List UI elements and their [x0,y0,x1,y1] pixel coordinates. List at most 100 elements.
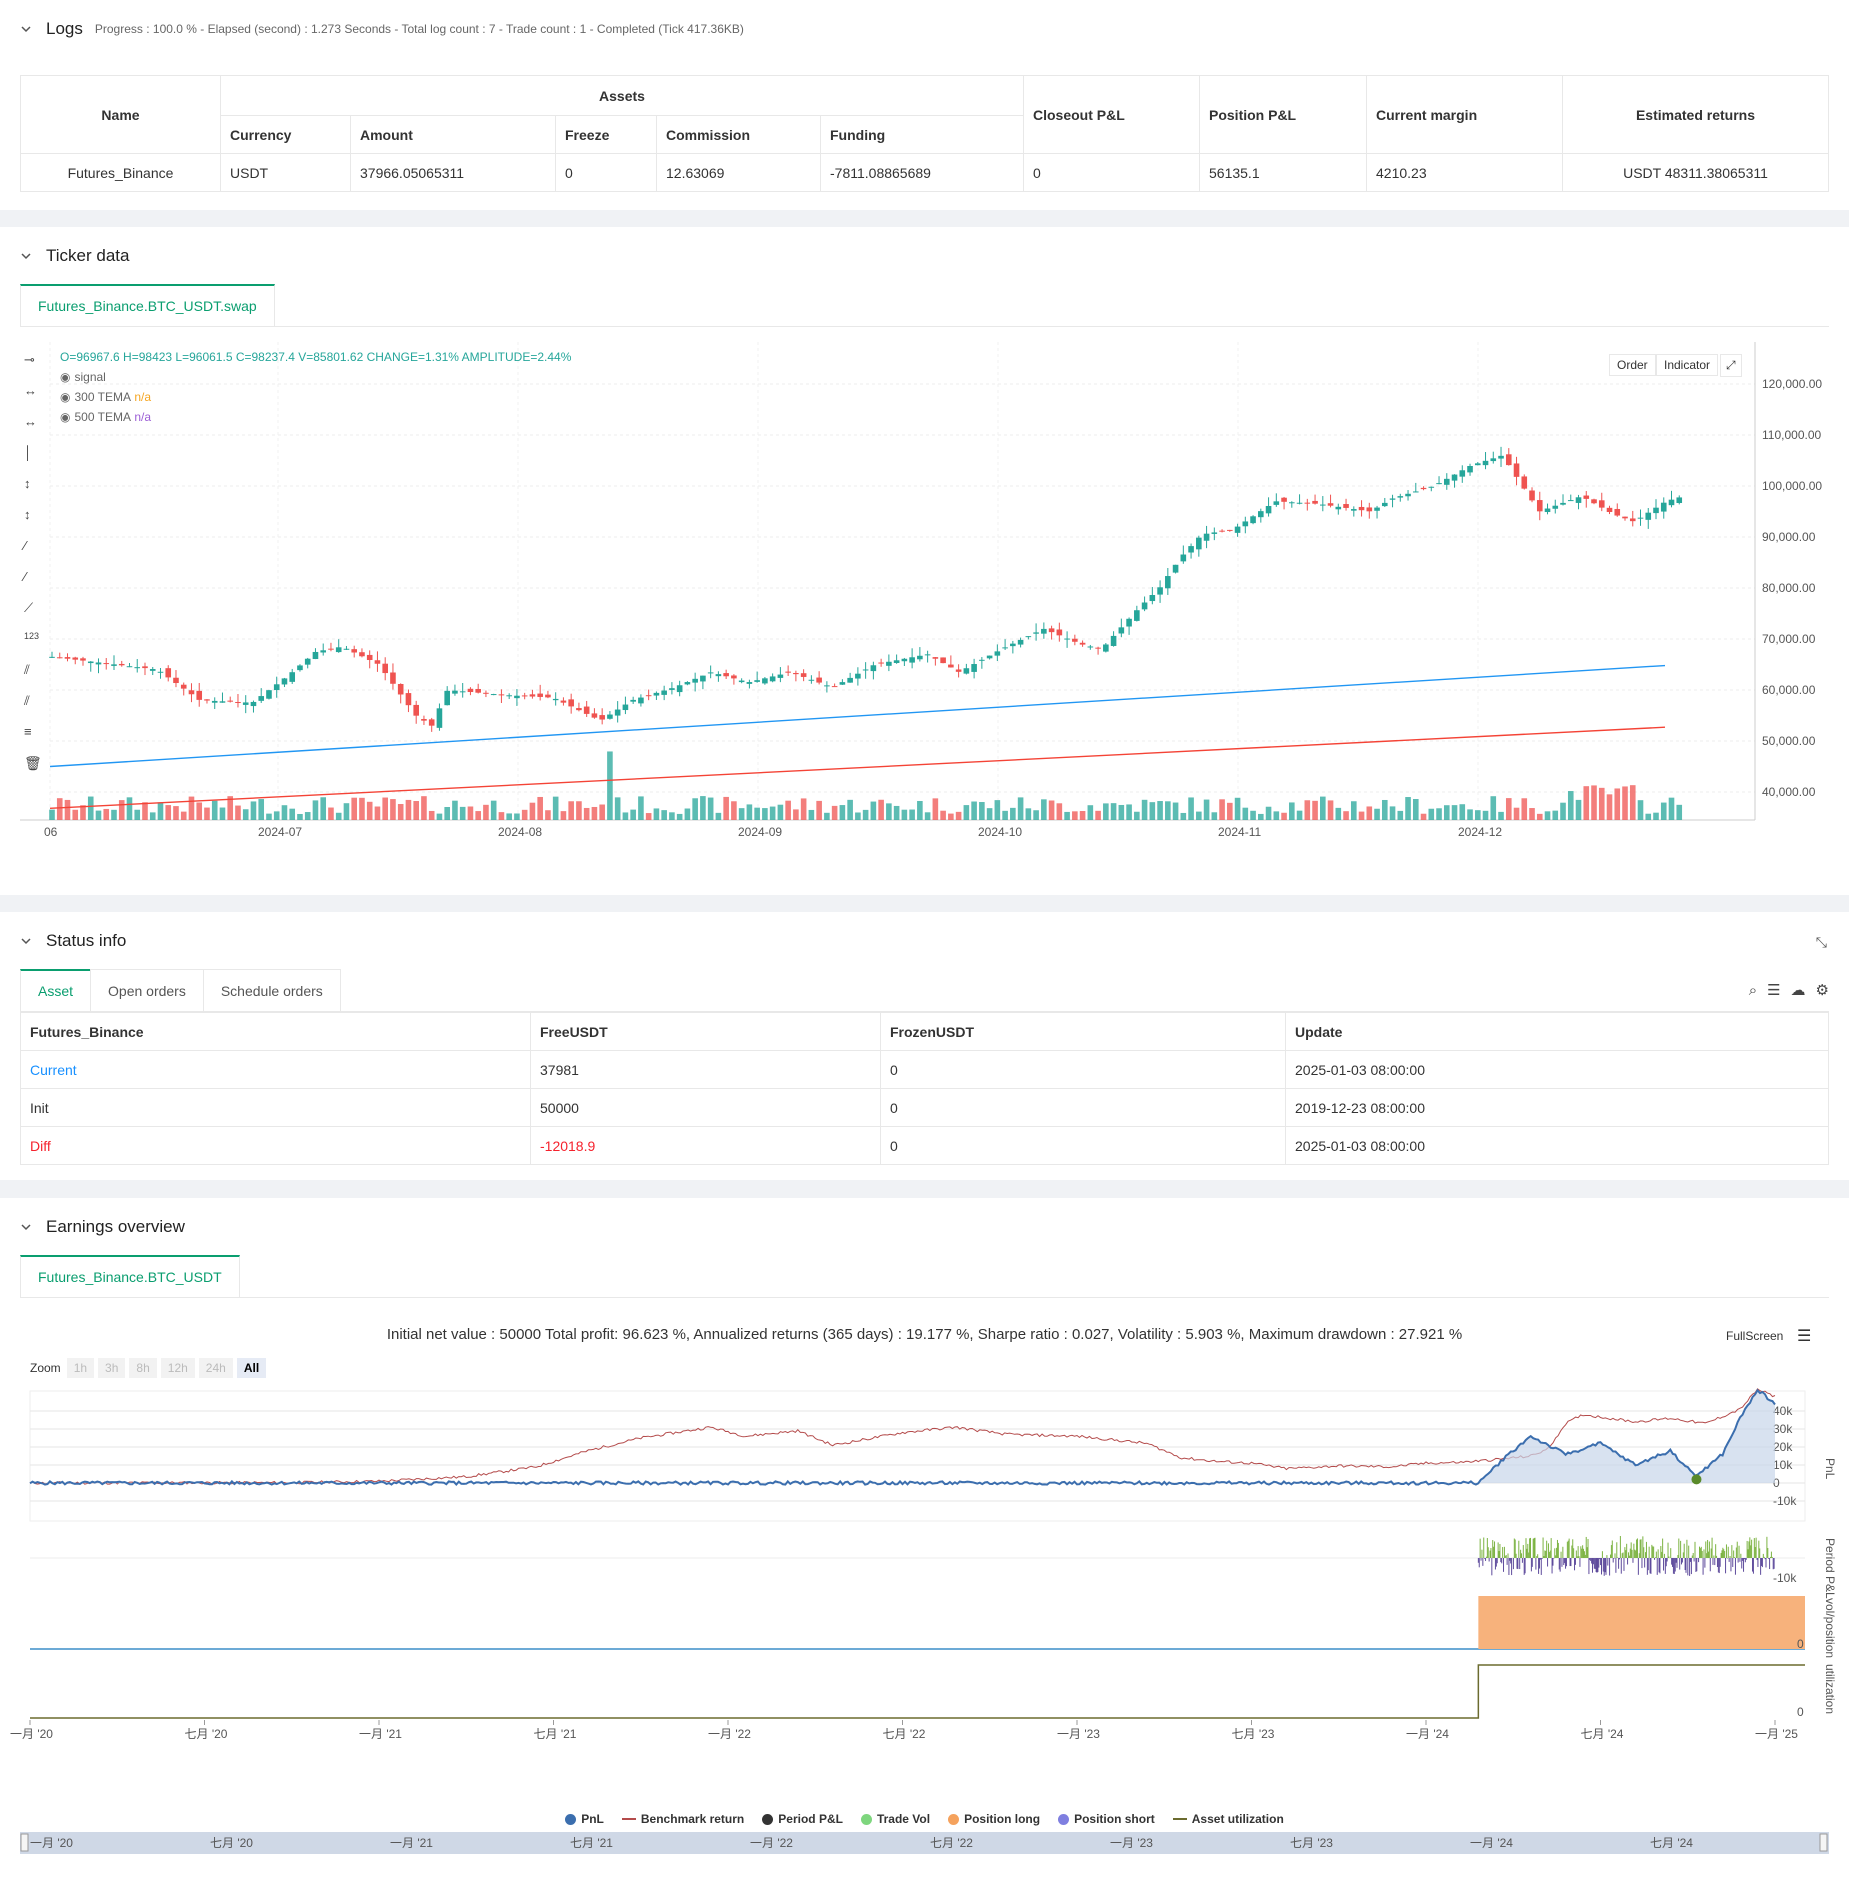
volume-bar [800,798,807,820]
candle-body [1079,642,1086,645]
segment-icon[interactable]: ⟋ [24,600,34,615]
candle-body [134,667,141,669]
eye-icon[interactable]: ◉ [60,410,71,424]
parallel-channel-icon[interactable]: ⫽ [24,662,30,677]
row-label: Init [20,1088,531,1127]
volume-bar [506,813,512,820]
zoom-12h[interactable]: 12h [160,1358,195,1378]
collapse-icon[interactable]: ⤡ [1815,934,1827,950]
volume-bar [304,812,311,820]
chevron-down-icon[interactable] [20,250,32,262]
legend-signal[interactable]: ◉ signal [60,370,106,384]
horizontal-ray-icon[interactable]: ↔ [24,383,37,398]
legend-tema500-label: 500 TEMA [74,410,131,424]
legend-item[interactable]: Period P&L [762,1812,843,1826]
legend-tema300[interactable]: ◉ 300 TEMA n/a [60,390,151,404]
status-header[interactable]: Status info ⤡ [0,912,1849,970]
logs-header[interactable]: Logs Progress : 100.0 % - Elapsed (secon… [0,0,1849,58]
earnings-header[interactable]: Earnings overview [0,1198,1849,1256]
legend-item[interactable]: Benchmark return [621,1812,744,1826]
volume-bar [180,811,187,820]
chevron-down-icon[interactable] [20,935,32,947]
candlestick-chart[interactable]: 120,000.00 110,000.00 100,000.00 90,000.00 8… [20,342,1829,887]
volume-bar [1234,797,1241,820]
volume-bar [490,800,497,820]
volume-bar [1304,800,1311,820]
volume-bar [1335,807,1342,820]
col-amount: Amount [350,115,556,154]
price-label-icon[interactable]: 123 [24,631,40,641]
legend-item[interactable]: Asset utilization [1172,1812,1284,1826]
tab-asset[interactable]: Asset [20,969,92,1011]
vertical-segment-icon[interactable]: ↕ [24,507,31,522]
horizontal-segment-icon[interactable]: ↔ [24,414,37,429]
volume-bar [1327,800,1334,820]
fullscreen-button[interactable]: FullScreen [1726,1329,1784,1343]
legend-item[interactable]: Position long [948,1812,1040,1826]
tab-open-orders[interactable]: Open orders [90,969,204,1011]
tab-btc-swap[interactable]: Futures_Binance.BTC_USDT.swap [20,284,275,326]
zoom-3h[interactable]: 3h [98,1358,126,1378]
legend-tema500[interactable]: ◉ 500 TEMA n/a [60,410,151,424]
fibonacci-icon[interactable]: ≡ [24,724,32,739]
horizontal-line-icon[interactable]: ⊸ [24,352,35,367]
candle-body [56,657,63,659]
row-label[interactable]: Current [20,1050,531,1089]
candle-body [1064,638,1070,640]
legend-marker [860,1813,872,1825]
indicator-button[interactable]: Indicator [1656,354,1719,376]
gear-icon[interactable]: ⚙ [1815,982,1829,999]
price-channel-icon[interactable]: ⫽ [24,693,30,708]
cell-amount: 37966.05065311 [350,153,556,192]
search-icon[interactable]: ⌕ [1748,982,1758,999]
candle-body [1002,647,1008,649]
list-icon[interactable]: ☰ [1767,982,1781,999]
candle-body [49,656,55,658]
legend-item[interactable]: PnL [565,1812,604,1826]
legend-item[interactable]: Position short [1058,1812,1155,1826]
earnings-chart[interactable]: 40k 30k 20k 10k 0 -10k PnL -10k Period P&L 0 vol/p… [0,1388,1849,1848]
vol-axis-title: vol/position [1823,1598,1837,1658]
expand-icon[interactable]: ⤢ [1720,354,1742,377]
zoom-24h[interactable]: 24h [198,1358,233,1378]
legend-item[interactable]: Trade Vol [860,1812,930,1826]
volume-bar [1048,800,1055,820]
tab-schedule-orders[interactable]: Schedule orders [202,969,341,1011]
trend-line-icon[interactable]: ⁄ [24,538,27,553]
candle-body [64,657,71,659]
zoom-8h[interactable]: 8h [129,1358,157,1378]
zoom-all[interactable]: All [236,1358,267,1378]
ticker-header[interactable]: Ticker data [0,227,1849,285]
volume-bar [1172,802,1179,820]
volume-bar [1087,805,1094,820]
volume-bar [421,796,427,820]
chevron-down-icon[interactable] [20,23,32,35]
vertical-line-icon[interactable]: │ [24,445,33,460]
tab-btc-usdt[interactable]: Futures_Binance.BTC_USDT [20,1255,240,1297]
order-button[interactable]: Order [1609,354,1656,376]
volume-bar [227,796,234,820]
menu-icon[interactable]: ☰ [1797,1328,1812,1345]
candle-body [1412,491,1419,493]
x-tick-label: 一月 '24 [1406,1727,1449,1741]
candle-body [459,691,466,693]
volume-bar [661,810,667,820]
candle-body [576,708,582,711]
volume-bar [444,806,450,820]
trend-ray-icon[interactable]: ⁄ [24,569,27,584]
candle-body [242,702,249,705]
candle-body [374,660,381,664]
candle-body [1598,500,1605,508]
volume-bar [1072,811,1078,820]
eye-icon[interactable]: ◉ [60,390,71,404]
vertical-ray-icon[interactable]: ↕ [24,476,31,491]
trash-icon[interactable]: 🗑 [24,755,42,771]
cloud-download-icon[interactable]: ☁ [1790,982,1806,999]
zoom-1h[interactable]: 1h [66,1358,95,1378]
chevron-down-icon[interactable] [20,1221,32,1233]
volume-bar [1521,798,1528,820]
candle-body [1436,483,1442,485]
navigator-bar[interactable]: 一月 '20 七月 '20 一月 '21 七月 '21 一月 '22 七月 '22 一月 '… [20,1832,1829,1854]
eye-icon[interactable]: ◉ [60,370,71,384]
legend-tema300-value: n/a [134,390,151,404]
